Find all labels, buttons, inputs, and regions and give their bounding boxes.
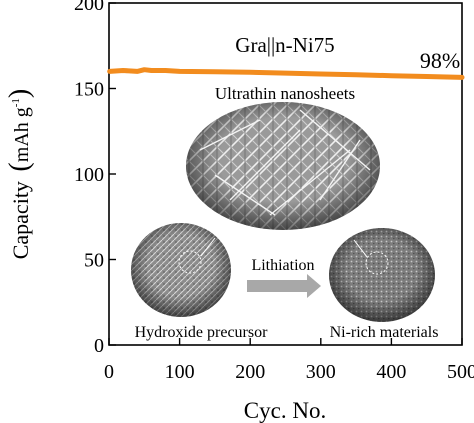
x-tick-label: 500 bbox=[447, 361, 474, 383]
arrow-label: Lithiation bbox=[251, 257, 314, 274]
y-axis-label-unit: mAh g bbox=[11, 107, 33, 162]
y-tick-label: 200 bbox=[74, 0, 104, 15]
y-tick-label: 0 bbox=[94, 335, 104, 357]
y-tick-label: 50 bbox=[84, 250, 104, 272]
y-axis-label-superscript: -1 bbox=[10, 98, 22, 107]
svg-text:Capacity (mAh g-1): Capacity (mAh g-1) bbox=[4, 89, 35, 260]
y-tick-label: 150 bbox=[74, 79, 104, 101]
x-tick-label: 300 bbox=[306, 361, 336, 383]
x-tick-label: 100 bbox=[165, 361, 195, 383]
x-tick-label: 200 bbox=[235, 361, 265, 383]
inset-left-label: Hydroxide precursor bbox=[135, 324, 269, 341]
x-axis-ticks: 0 100 200 300 400 500 bbox=[104, 338, 474, 383]
hydroxide-precursor-image bbox=[131, 223, 231, 317]
inset-right-label: Ni-rich materials bbox=[330, 324, 439, 341]
y-axis-label-main: Capacity bbox=[8, 181, 33, 259]
y-tick-label: 100 bbox=[74, 164, 104, 186]
y-axis-label: Capacity (mAh g-1) bbox=[4, 89, 35, 260]
y-axis-ticks: 0 50 100 150 200 bbox=[74, 0, 116, 357]
y-axis-label-close-paren: ) bbox=[4, 89, 35, 98]
series-label: Gra||n-Ni75 bbox=[235, 33, 334, 57]
inset-top-label: Ultrathin nanosheets bbox=[215, 84, 355, 103]
lithiation-arrow-icon bbox=[247, 274, 321, 298]
retention-label: 98% bbox=[420, 48, 460, 73]
y-axis-label-open-paren: ( bbox=[4, 162, 35, 171]
x-axis-label: Cyc. No. bbox=[244, 398, 326, 423]
x-tick-label: 400 bbox=[376, 361, 406, 383]
ni-rich-materials-image bbox=[329, 228, 435, 322]
x-tick-label: 0 bbox=[104, 361, 114, 383]
series-line-gra-n-ni75 bbox=[107, 67, 465, 80]
nanosheets-image bbox=[186, 102, 380, 230]
